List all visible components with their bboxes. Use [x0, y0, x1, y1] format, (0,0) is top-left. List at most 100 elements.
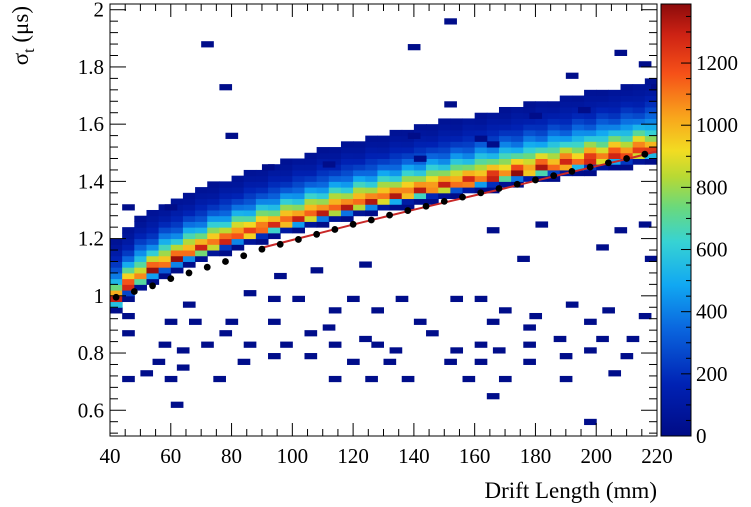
heatmap-cell	[134, 238, 147, 245]
heatmap-cell	[462, 181, 476, 188]
heatmap-cell	[632, 84, 646, 91]
heatmap-cell	[644, 129, 657, 137]
heatmap-cell	[377, 204, 391, 211]
heatmap-cell	[547, 124, 561, 131]
heatmap-cell	[474, 141, 488, 148]
heatmap-cell	[328, 209, 342, 217]
heatmap-cell	[182, 204, 196, 211]
x-tick-label: 80	[221, 444, 242, 468]
heatmap-cell	[280, 175, 293, 182]
heatmap-cell	[438, 118, 451, 125]
heatmap-cell	[243, 209, 257, 217]
heatmap-cell	[207, 215, 220, 222]
heatmap-cell	[231, 181, 245, 188]
heatmap-cell	[644, 141, 657, 148]
heatmap-cell	[122, 227, 135, 234]
heatmap-cell	[170, 244, 184, 251]
heatmap-cell	[486, 152, 500, 159]
profile-point	[331, 226, 339, 233]
heatmap-cell	[644, 158, 657, 165]
heatmap-cell	[632, 112, 646, 119]
heatmap-cell	[255, 192, 269, 200]
profile-point	[604, 159, 612, 167]
heatmap-cell	[511, 135, 524, 142]
heatmap-cell	[255, 169, 269, 177]
heatmap-cell	[255, 187, 269, 194]
heatmap-cell	[474, 112, 488, 119]
heatmap-outlier-cell	[535, 221, 549, 228]
heatmap-cell	[255, 175, 269, 182]
heatmap-cell	[122, 244, 135, 251]
heatmap-cell	[401, 141, 415, 148]
heatmap-outlier-cell	[584, 347, 597, 354]
heatmap-cell	[340, 169, 354, 177]
heatmap-cell	[584, 124, 597, 131]
heatmap-cell	[243, 187, 257, 194]
y-tick-label: 1.4	[78, 169, 105, 193]
heatmap-cell	[122, 238, 135, 245]
heatmap-cell	[450, 175, 464, 182]
heatmap-cell	[328, 169, 342, 177]
heatmap-cell	[255, 232, 269, 240]
heatmap-cell	[365, 192, 378, 200]
heatmap-cell	[389, 147, 403, 154]
heatmap-outlier-cell	[322, 324, 336, 331]
heatmap-cell	[584, 152, 597, 159]
y-tick-label: 0.6	[78, 398, 104, 422]
heatmap-outlier-cell	[608, 370, 622, 377]
heatmap-cell	[608, 164, 622, 171]
heatmap-cell	[268, 198, 281, 205]
heatmap-cell	[280, 187, 293, 194]
heatmap-cell	[523, 141, 536, 148]
heatmap-cell	[608, 124, 622, 131]
heatmap-cell	[474, 124, 488, 131]
heatmap-cell	[426, 169, 439, 177]
heatmap-outlier-cell	[365, 375, 378, 383]
heatmap-cell	[559, 129, 573, 137]
heatmap-cell	[170, 255, 184, 262]
heatmap-cell	[426, 135, 439, 142]
profile-point	[513, 180, 521, 188]
profile-point	[112, 293, 120, 301]
heatmap-cell	[365, 181, 378, 188]
heatmap-cell	[170, 221, 184, 228]
heatmap-cell	[523, 164, 536, 171]
heatmap-cell	[535, 124, 549, 131]
heatmap-cell	[122, 295, 135, 303]
heatmap-cell	[304, 152, 318, 159]
heatmap-cell	[632, 129, 646, 137]
heatmap-cell	[353, 164, 366, 171]
heatmap-cell	[498, 147, 512, 154]
heatmap-cell	[365, 147, 378, 154]
heatmap-cell	[304, 175, 318, 182]
heatmap-cell	[182, 215, 196, 222]
heatmap-cell	[146, 209, 160, 217]
heatmap-cell	[450, 192, 464, 200]
heatmap-cell	[110, 261, 123, 268]
heatmap-cell	[146, 238, 160, 245]
heatmap-cell	[243, 204, 257, 211]
heatmap-cell	[523, 118, 536, 125]
heatmap-cell	[316, 204, 330, 211]
heatmap-outlier-cell	[584, 318, 597, 325]
heatmap-cell	[365, 198, 378, 205]
heatmap-outlier-cell	[383, 358, 397, 365]
heatmap-cell	[316, 209, 330, 217]
heatmap-outlier-cell	[650, 84, 657, 91]
heatmap-cell	[474, 129, 488, 137]
heatmap-cell	[596, 164, 609, 171]
heatmap-outlier-cell	[310, 267, 324, 274]
heatmap-cell	[110, 267, 123, 274]
heatmap-outlier-cell	[474, 358, 488, 365]
heatmap-cell	[450, 135, 464, 142]
heatmap-cell	[523, 169, 536, 177]
heatmap-cell	[644, 135, 657, 142]
heatmap-cell	[596, 106, 609, 114]
heatmap-cell	[426, 198, 439, 205]
heatmap-cell	[596, 129, 609, 137]
heatmap-outlier-cell	[304, 330, 318, 337]
heatmap-cell	[584, 135, 597, 142]
heatmap-cell	[462, 129, 476, 137]
heatmap-cell	[207, 192, 220, 200]
heatmap-cell	[292, 209, 305, 217]
